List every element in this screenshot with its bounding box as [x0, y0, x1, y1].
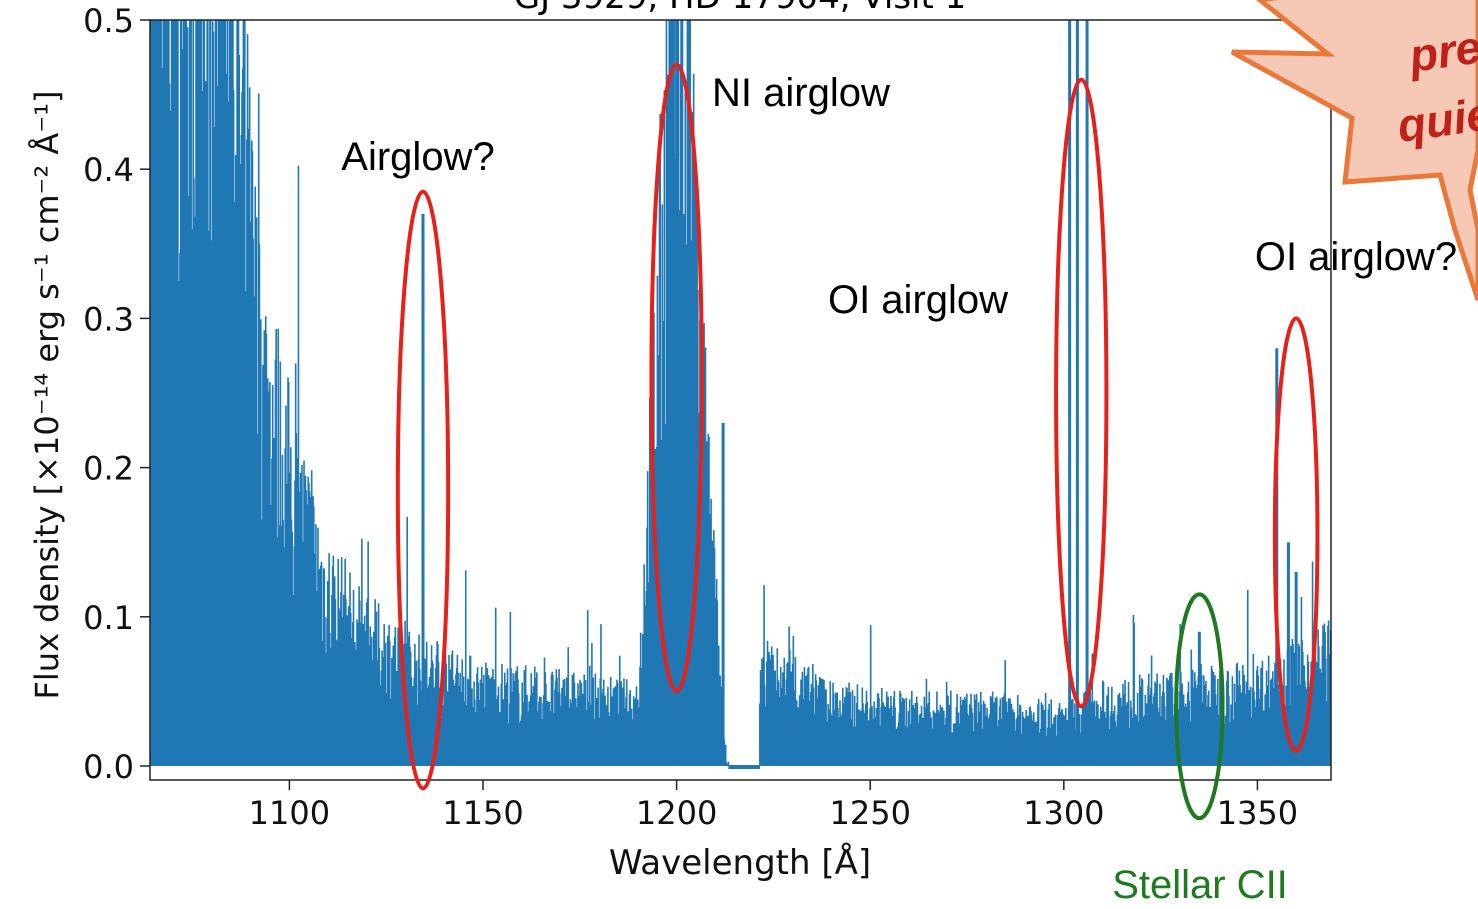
spectrum-data — [150, 20, 1331, 769]
ni-airglow-ellipse — [649, 62, 704, 694]
x-axis: 1100 1150 1200 1250 1300 1350 — [249, 780, 1298, 832]
callout-text-line2: quie — [1394, 87, 1478, 152]
y-tick-label: 0.3 — [83, 300, 134, 338]
airglow-unknown-label: Airglow? — [341, 135, 494, 179]
oi-airglow-2-label: OI airglow? — [1255, 235, 1457, 279]
stellar-cii-label: Stellar CII — [1112, 863, 1288, 904]
chart-title: GJ 3929, HD 17904, Visit 1 — [514, 0, 967, 17]
burst-shape — [1230, 0, 1478, 301]
y-tick-label: 0.0 — [83, 748, 134, 786]
oi-airglow-ellipse — [1054, 77, 1109, 709]
callout-burst: pre quie — [1230, 0, 1478, 301]
y-tick-label: 0.1 — [83, 599, 134, 637]
stellar-cii-ellipse — [1174, 592, 1225, 821]
x-tick-label: 1350 — [1217, 794, 1298, 832]
y-tick-label: 0.4 — [83, 151, 134, 189]
airglow-unknown-ellipse — [395, 189, 451, 791]
annotations: Airglow? NI airglow OI airglow OI airglow? S… — [341, 62, 1457, 907]
y-axis-label: Flux density [×10⁻¹⁴ erg s⁻¹ cm⁻² Å⁻¹] — [28, 91, 66, 700]
plot-frame — [149, 19, 1332, 781]
oi-airglow-2-ellipse — [1272, 316, 1320, 754]
x-tick-label: 1150 — [442, 794, 523, 832]
x-tick-label: 1100 — [249, 794, 330, 832]
ni-airglow-label: NI airglow — [712, 71, 890, 115]
x-tick-label: 1200 — [636, 794, 717, 832]
spectrum-line — [150, 20, 1331, 769]
y-axis: 0.0 0.1 0.2 0.3 0.4 0.5 — [83, 2, 150, 786]
x-tick-label: 1300 — [1023, 794, 1104, 832]
y-tick-label: 0.2 — [83, 450, 134, 488]
x-axis-label: Wavelength [Å] — [609, 842, 871, 883]
callout-text-line1: pre — [1404, 20, 1478, 82]
x-tick-label: 1250 — [829, 794, 910, 832]
oi-airglow-label: OI airglow — [828, 278, 1008, 322]
y-tick-label: 0.5 — [83, 2, 134, 40]
